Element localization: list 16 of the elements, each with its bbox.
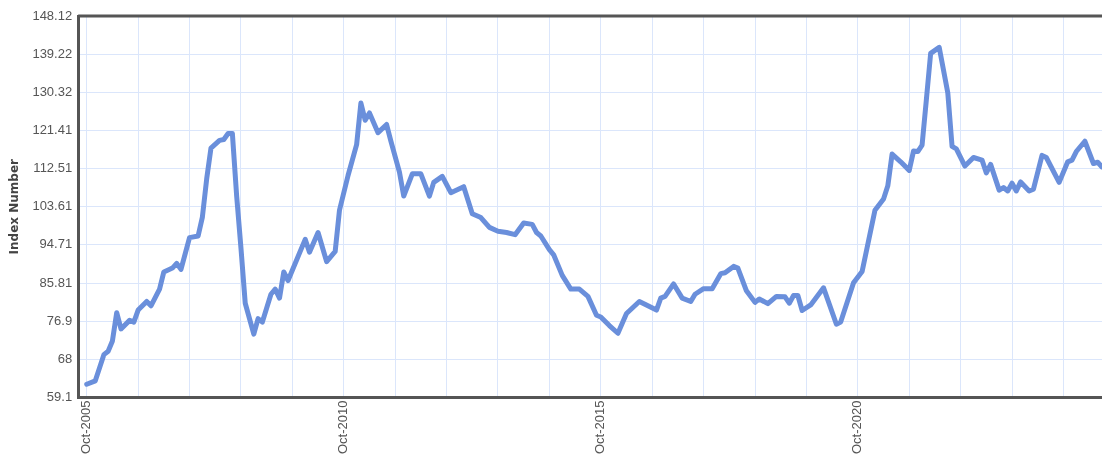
y-tick-label: 68 — [57, 350, 73, 366]
y-tick-label: 103.61 — [32, 198, 73, 214]
y-axis-title: Index Number — [7, 158, 22, 255]
y-tick-label: 94.71 — [39, 236, 73, 252]
y-tick-label: 121.41 — [32, 122, 73, 138]
x-tick-label: Oct-2005 — [78, 400, 94, 455]
x-tick-label: Oct-2010 — [335, 400, 351, 455]
x-tick-label: Oct-2015 — [592, 400, 608, 455]
y-tick-label: 130.32 — [32, 83, 73, 99]
y-tick-label: 112.51 — [33, 160, 73, 176]
y-tick-label: 148.12 — [32, 7, 73, 23]
y-tick-label: 85.81 — [39, 274, 73, 290]
y-tick-label: 76.9 — [46, 312, 73, 328]
x-tick-label: Oct-2020 — [849, 400, 865, 455]
y-tick-label: 139.22 — [32, 45, 73, 61]
y-tick-label: 59.1 — [46, 389, 73, 405]
